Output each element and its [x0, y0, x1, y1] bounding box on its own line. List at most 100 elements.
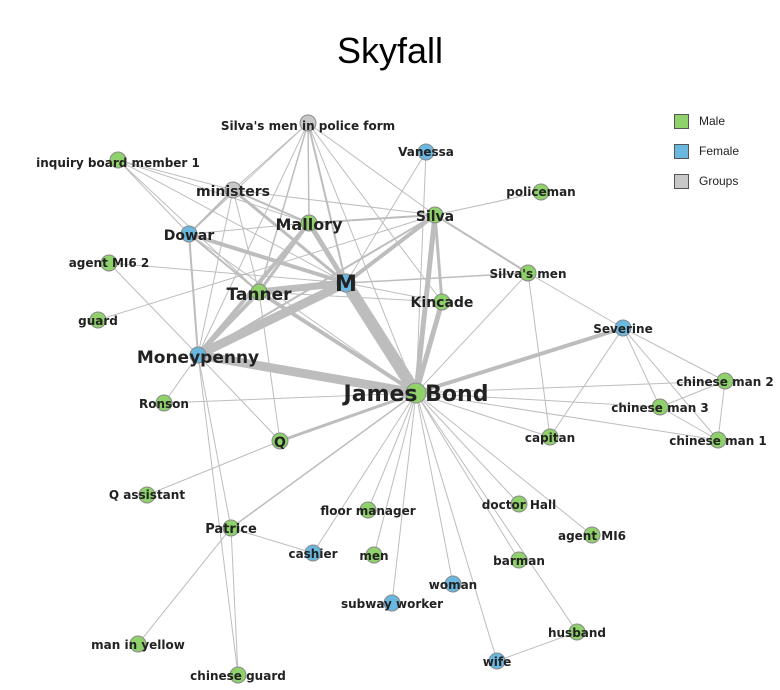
node-label-men: men — [359, 549, 388, 563]
legend-item-female: Female — [674, 136, 739, 166]
edge-silvas_police-m — [307, 122, 347, 284]
node-circle-silvasmen — [519, 264, 537, 282]
node-circle-woman — [444, 575, 462, 593]
node-circle-patrice — [222, 519, 240, 537]
edge-bond-agentmi6 — [415, 392, 593, 536]
edge-bond-husband — [415, 392, 578, 633]
node-maninyellow: man in yellow — [91, 635, 185, 653]
edge-policeman-silva — [434, 191, 542, 216]
node-label-agentmi62: agent MI6 2 — [69, 256, 150, 270]
node-ronson: Ronson — [139, 394, 189, 412]
edge-bond-floormanager — [367, 392, 417, 511]
node-label-q: Q — [274, 435, 286, 451]
legend-swatch-female — [674, 143, 689, 159]
node-label-silva: Silva — [416, 209, 454, 225]
node-label-kincade: Kincade — [411, 295, 474, 311]
edge-bond-wife — [415, 392, 498, 662]
node-circle-severine — [614, 319, 632, 337]
node-label-tanner: Tanner — [227, 285, 293, 305]
edge-bond-chinese3 — [415, 392, 661, 408]
edge-bond-moneypenny — [193, 350, 421, 398]
node-circle-moneypenny — [189, 346, 207, 364]
node-circle-wife — [488, 652, 506, 670]
node-ministers: ministers — [196, 181, 270, 200]
edge-guard-silva — [97, 214, 436, 321]
edge-patrice-maninyellow — [137, 527, 232, 645]
edge-bond-barman — [415, 392, 520, 561]
node-circle-guard — [89, 311, 107, 329]
node-circle-qassistant — [138, 486, 156, 504]
node-label-barman: barman — [493, 554, 545, 568]
node-label-moneypenny: Moneypenny — [137, 348, 259, 368]
node-label-husband: husband — [548, 626, 606, 640]
node-label-capitan: capitan — [525, 431, 575, 445]
edge-chinese2-chinese3 — [659, 380, 726, 408]
node-policeman: policeman — [506, 183, 576, 201]
node-inquiry1: inquiry board member 1 — [36, 151, 200, 170]
edge-tanner-kincade — [258, 291, 443, 303]
nodes-layer: Silva's men in police form inquiry board … — [36, 114, 774, 684]
node-label-cashier: cashier — [288, 547, 337, 561]
edge-bond-tanner — [257, 290, 418, 395]
edge-chinese3-chinese1 — [659, 406, 719, 441]
node-chinese1: chinese man 1 — [669, 431, 767, 449]
node-chinese3: chinese man 3 — [611, 398, 709, 416]
node-label-floormanager: floor manager — [320, 504, 415, 518]
node-q: Q — [271, 432, 289, 451]
edge-inquiry1-dowar — [117, 159, 190, 235]
edge-silvasmen-severine — [527, 272, 624, 329]
edge-ministers-moneypenny — [197, 189, 234, 356]
edge-silvas_police-silva — [307, 122, 436, 216]
node-husband: husband — [548, 623, 606, 641]
node-circle-chinese2 — [716, 372, 734, 390]
diagram-title: Skyfall — [336, 30, 444, 71]
edge-chinese2-chinese1 — [717, 380, 726, 441]
node-circle-men — [365, 546, 383, 564]
node-vanessa: Vanessa — [398, 143, 454, 161]
node-bond: James Bond — [342, 382, 489, 407]
node-label-doctorhall: doctor Hall — [482, 498, 556, 512]
edge-inquiry1-ministers — [117, 159, 234, 191]
edge-dowar-m — [187, 232, 348, 285]
edge-dowar-mallory — [188, 222, 310, 235]
node-label-policeman: policeman — [506, 185, 575, 199]
edge-kincade-m — [345, 282, 443, 303]
node-patrice: Patrice — [205, 519, 257, 537]
edge-patrice-cashier — [230, 527, 314, 554]
edge-vanessa-m — [345, 151, 427, 284]
node-label-bond: James Bond — [342, 382, 489, 407]
node-circle-maninyellow — [129, 635, 147, 653]
node-circle-kincade — [433, 293, 451, 311]
node-circle-capitan — [541, 428, 559, 446]
edge-wife-husband — [496, 631, 578, 662]
edge-severine-capitan — [549, 327, 624, 438]
edge-q-qassistant — [146, 440, 281, 496]
node-doctorhall: doctor Hall — [482, 495, 556, 513]
node-label-patrice: Patrice — [205, 522, 257, 537]
node-barman: barman — [493, 551, 545, 569]
edge-m-silvasmen — [345, 272, 529, 284]
node-circle-inquiry1 — [109, 151, 127, 169]
edge-q-moneypenny — [197, 354, 281, 442]
edge-bond-mallory — [308, 222, 417, 394]
legend-swatch-groups — [674, 173, 689, 189]
node-circle-floormanager — [359, 501, 377, 519]
edge-silvasmen-bond — [415, 272, 529, 394]
edge-ministers-silva — [232, 189, 436, 216]
edge-silvas_police-dowar — [188, 122, 309, 235]
node-dowar: Dowar — [164, 225, 214, 244]
node-label-chinese1: chinese man 1 — [669, 434, 767, 448]
edge-bond-chinese1 — [415, 392, 719, 441]
edge-severine-chinese3 — [622, 327, 661, 408]
edge-silva-silvasmen — [434, 214, 529, 274]
edge-bond-q — [278, 391, 418, 443]
node-qassistant: Q assistant — [109, 486, 185, 504]
edge-ronson-moneypenny — [163, 354, 199, 404]
node-cashier: cashier — [288, 544, 338, 562]
node-tanner: Tanner — [227, 283, 293, 305]
node-silvasmen: Silva's men — [490, 264, 566, 282]
node-agentmi62: agent MI6 2 — [69, 254, 150, 272]
edge-dowar-bond — [188, 233, 417, 394]
edge-bond-subwayworker — [391, 392, 417, 604]
